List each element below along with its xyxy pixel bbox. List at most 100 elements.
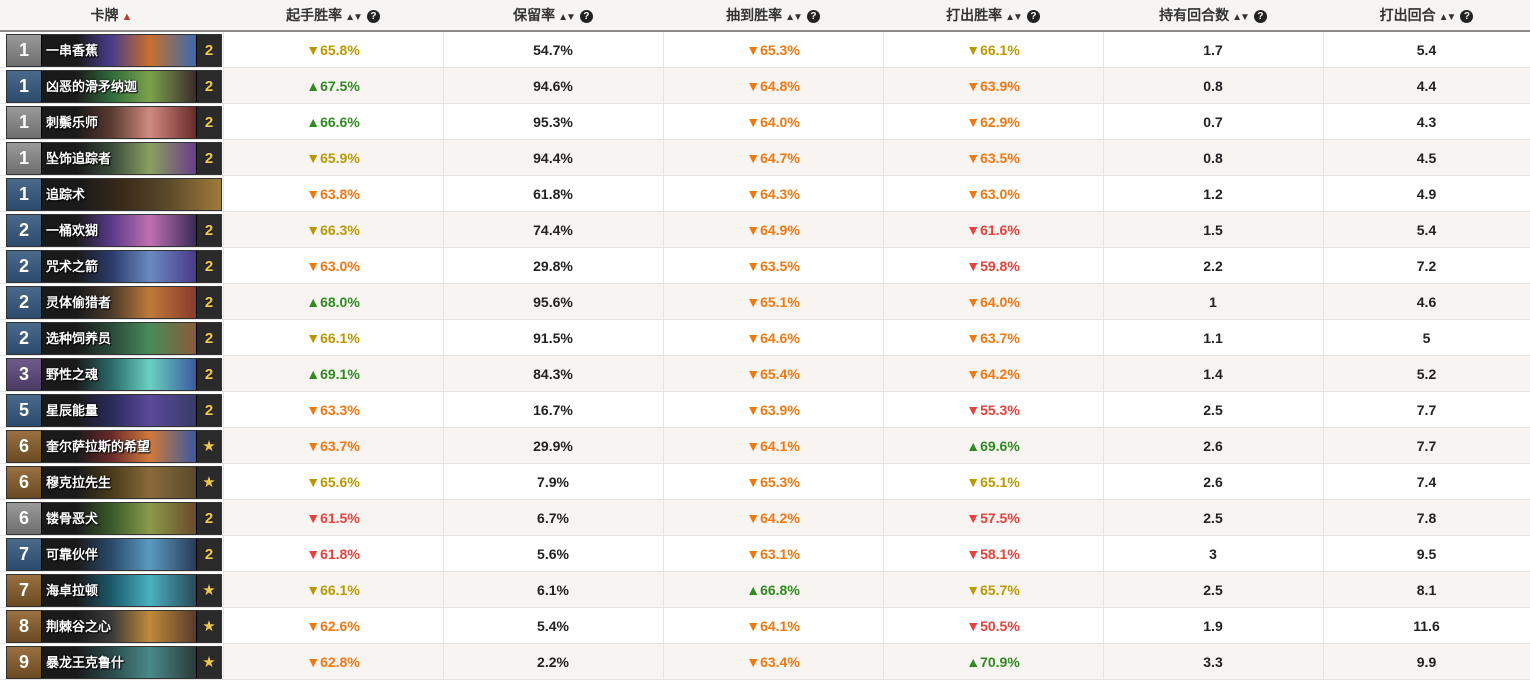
sort-asc-icon[interactable]: ▲ [121, 11, 133, 23]
drawn-winrate-cell: ▼63.5% [663, 247, 884, 284]
mana-cost-badge: 2 [7, 250, 42, 282]
card-count-badge: 2 [196, 34, 221, 66]
help-icon[interactable]: ? [1460, 10, 1474, 23]
col-header-keep-rate[interactable]: 保留率 ▲▼? [443, 0, 663, 32]
help-icon[interactable]: ? [1253, 10, 1267, 23]
drawn-winrate-cell: ▼63.1% [663, 535, 884, 572]
card-art: 暴龙王克鲁什 [42, 646, 196, 678]
sort-icon[interactable]: ▲▼ [558, 12, 576, 23]
sort-icon[interactable]: ▲▼ [785, 12, 803, 23]
played-winrate-cell: ▼63.9% [883, 67, 1104, 104]
col-header-turns-held[interactable]: 持有回合数 ▲▼? [1103, 0, 1323, 32]
table-row: 6 穆克拉先生 ★ ▼65.6% 7.9% ▼65.3% ▼65.1% 2.6 7.4 [0, 463, 1530, 500]
turn-played-cell: 9.5 [1323, 535, 1530, 572]
card-name: 星辰能量 [46, 402, 99, 418]
col-header-card[interactable]: 卡牌 ▲ [0, 0, 223, 32]
mulligan-winrate-cell: ▲69.1% [223, 355, 444, 392]
sort-icon[interactable]: ▲▼ [345, 12, 363, 23]
card-tile[interactable]: 2 选种饲养员 2 [6, 321, 222, 355]
help-icon[interactable]: ? [806, 10, 820, 23]
card-cell: 2 咒术之箭 2 [0, 247, 224, 284]
card-tile[interactable]: 2 灵体偷猎者 2 [6, 285, 222, 319]
turn-played-cell: 7.4 [1323, 463, 1530, 500]
played-winrate-cell: ▼55.3% [883, 391, 1104, 428]
card-cell: 3 野性之魂 2 [0, 355, 224, 392]
card-tile[interactable]: 6 镂骨恶犬 2 [6, 501, 222, 535]
turn-played-cell: 4.6 [1323, 283, 1530, 320]
keep-rate-cell: 84.3% [443, 355, 664, 392]
played-winrate-cell: ▼50.5% [883, 607, 1104, 644]
card-tile[interactable]: 6 奎尔萨拉斯的希望 ★ [6, 429, 222, 463]
turn-played-cell: 9.9 [1323, 643, 1530, 680]
card-count-badge: 2 [196, 286, 221, 318]
col-header-mulligan-winrate[interactable]: 起手胜率 ▲▼? [223, 0, 443, 32]
card-tile[interactable]: 1 刺鬃乐师 2 [6, 105, 222, 139]
table-header-row: 卡牌 ▲ 起手胜率 ▲▼? 保留率 ▲▼? 抽到胜率 ▲▼? 打出胜率 ▲▼? 持有回合数… [0, 0, 1530, 32]
card-tile[interactable]: 6 穆克拉先生 ★ [6, 465, 222, 499]
drawn-winrate-cell: ▼64.8% [663, 67, 884, 104]
card-count-badge: ★ [196, 466, 221, 498]
card-name: 灵体偷猎者 [46, 294, 112, 310]
table-row: 1 刺鬃乐师 2 ▲66.6% 95.3% ▼64.0% ▼62.9% 0.7 4.3 [0, 103, 1530, 140]
card-count-badge: ★ [196, 610, 221, 642]
col-header-label: 打出胜率 [946, 7, 1003, 23]
card-art: 咒术之箭 [42, 250, 196, 282]
col-header-drawn-winrate[interactable]: 抽到胜率 ▲▼? [663, 0, 883, 32]
played-winrate-cell: ▲70.9% [883, 643, 1104, 680]
card-tile[interactable]: 9 暴龙王克鲁什 ★ [6, 645, 222, 679]
played-winrate-cell: ▼63.7% [883, 319, 1104, 356]
drawn-winrate-cell: ▼64.1% [663, 607, 884, 644]
card-tile[interactable]: 8 荆棘谷之心 ★ [6, 609, 222, 643]
played-winrate-cell: ▼64.2% [883, 355, 1104, 392]
played-winrate-cell: ▼63.0% [883, 175, 1104, 212]
turns-held-cell: 3 [1103, 535, 1324, 572]
card-art: 灵体偷猎者 [42, 286, 196, 318]
card-art: 凶恶的滑矛纳迦 [42, 70, 196, 102]
turn-played-cell: 8.1 [1323, 571, 1530, 608]
turns-held-cell: 2.2 [1103, 247, 1324, 284]
card-tile[interactable]: 7 海卓拉顿 ★ [6, 573, 222, 607]
drawn-winrate-cell: ▼65.3% [663, 31, 884, 68]
card-tile[interactable]: 7 可靠伙伴 2 [6, 537, 222, 571]
sort-icon[interactable]: ▲▼ [1005, 12, 1023, 23]
drawn-winrate-cell: ▼64.7% [663, 139, 884, 176]
mana-cost-badge: 2 [7, 214, 42, 246]
card-tile[interactable]: 1 坠饰追踪者 2 [6, 141, 222, 175]
card-tile[interactable]: 5 星辰能量 2 [6, 393, 222, 427]
card-count-badge: 2 [196, 358, 221, 390]
card-tile[interactable]: 3 野性之魂 2 [6, 357, 222, 391]
sort-icon[interactable]: ▲▼ [1232, 12, 1250, 23]
help-icon[interactable]: ? [1026, 10, 1040, 23]
col-header-played-winrate[interactable]: 打出胜率 ▲▼? [883, 0, 1103, 32]
mulligan-winrate-cell: ▲66.6% [223, 103, 444, 140]
col-header-label: 抽到胜率 [726, 7, 783, 23]
card-tile[interactable]: 2 一桶欢猢 2 [6, 213, 222, 247]
card-art: 可靠伙伴 [42, 538, 196, 570]
mulligan-winrate-cell: ▼62.8% [223, 643, 444, 680]
mana-cost-badge: 6 [7, 502, 42, 534]
help-icon[interactable]: ? [366, 10, 380, 23]
drawn-winrate-cell: ▼64.2% [663, 499, 884, 536]
turn-played-cell: 7.7 [1323, 427, 1530, 464]
card-tile[interactable]: 1 凶恶的滑矛纳迦 2 [6, 69, 222, 103]
card-cell: 5 星辰能量 2 [0, 391, 224, 428]
card-count-badge: ★ [196, 574, 221, 606]
sort-icon[interactable]: ▲▼ [1438, 12, 1457, 23]
turn-played-cell: 5.4 [1323, 211, 1530, 248]
card-name: 一桶欢猢 [46, 222, 99, 238]
help-icon[interactable]: ? [579, 10, 593, 23]
col-header-turn-played[interactable]: 打出回合 ▲▼? [1323, 0, 1530, 32]
card-cell: 2 一桶欢猢 2 [0, 211, 224, 248]
card-cell: 7 可靠伙伴 2 [0, 535, 224, 572]
keep-rate-cell: 61.8% [443, 175, 664, 212]
card-name: 镂骨恶犬 [46, 510, 99, 526]
card-tile[interactable]: 1 一串香蕉 2 [6, 33, 222, 67]
turn-played-cell: 4.5 [1323, 139, 1530, 176]
turn-played-cell: 5.4 [1323, 31, 1530, 68]
card-tile[interactable]: 2 咒术之箭 2 [6, 249, 222, 283]
card-tile[interactable]: 1 追踪术 [6, 177, 222, 211]
turns-held-cell: 2.5 [1103, 571, 1324, 608]
mana-cost-badge: 3 [7, 358, 42, 390]
table-row: 2 咒术之箭 2 ▼63.0% 29.8% ▼63.5% ▼59.8% 2.2 7.2 [0, 247, 1530, 284]
card-art: 一桶欢猢 [42, 214, 196, 246]
